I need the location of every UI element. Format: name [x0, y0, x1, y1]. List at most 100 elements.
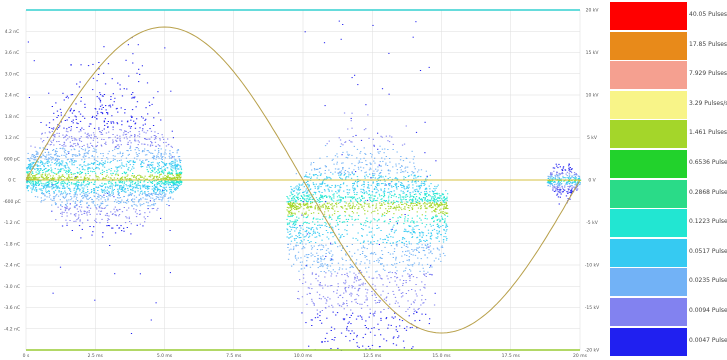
pulse-point — [327, 188, 329, 190]
pulse-point — [116, 148, 118, 149]
pulse-point — [86, 143, 89, 145]
pulse-point — [176, 168, 178, 170]
pulse-point — [412, 276, 415, 278]
pulse-point — [156, 194, 158, 195]
pulse-point — [155, 136, 157, 138]
pulse-point — [382, 241, 384, 243]
pulse-point — [298, 232, 300, 234]
pulse-point — [132, 180, 134, 182]
pulse-point — [32, 180, 34, 182]
pulse-point — [389, 170, 391, 172]
pulse-point — [319, 265, 321, 267]
pulse-point — [31, 158, 33, 160]
pulse-point — [400, 182, 402, 183]
pulse-point — [106, 186, 109, 188]
pulse-point — [439, 253, 441, 255]
pulse-point — [391, 272, 393, 274]
pulse-point — [350, 292, 352, 294]
pulse-point — [177, 185, 179, 187]
pulse-point — [395, 329, 397, 331]
pulse-point — [119, 140, 122, 142]
pulse-point — [321, 218, 324, 220]
pulse-point — [54, 189, 57, 191]
pulse-point — [127, 169, 129, 171]
pulse-point — [373, 195, 375, 197]
pulse-point — [317, 262, 319, 263]
pulse-point — [294, 224, 296, 226]
pulse-point — [41, 173, 44, 175]
pulse-point — [148, 161, 150, 163]
pulse-point — [62, 195, 64, 197]
pulse-point — [353, 169, 355, 171]
pulse-point — [143, 185, 145, 187]
pulse-point — [328, 169, 330, 171]
pulse-point — [404, 254, 406, 256]
pulse-point — [410, 270, 412, 272]
pulse-point — [290, 206, 292, 208]
pulse-point — [44, 148, 46, 150]
pulse-point — [28, 159, 30, 161]
pulse-point — [114, 136, 116, 138]
pulse-point — [425, 276, 427, 277]
pulse-point — [333, 193, 335, 195]
pulse-point — [83, 129, 85, 130]
pulse-point — [26, 168, 28, 170]
pulse-point — [148, 186, 150, 188]
pulse-point — [124, 112, 126, 114]
pulse-point — [82, 190, 84, 192]
pulse-point — [55, 164, 58, 166]
pulse-point — [75, 178, 77, 179]
pulse-point — [347, 193, 349, 195]
pulse-point — [418, 193, 421, 195]
pulse-point — [401, 246, 403, 248]
pulse-point — [72, 158, 74, 160]
pulse-point — [51, 188, 53, 190]
pulse-point — [106, 196, 108, 197]
pulse-point — [337, 211, 339, 212]
pulse-point — [127, 201, 130, 203]
pulse-point — [84, 132, 86, 134]
pulse-point — [53, 198, 55, 200]
pulse-point — [41, 161, 43, 163]
pulse-point — [392, 337, 394, 339]
pulse-point — [358, 346, 360, 348]
pulse-point — [36, 168, 38, 169]
pulse-point — [424, 217, 426, 219]
pulse-point — [329, 258, 332, 260]
pulse-point — [96, 222, 98, 223]
pulse-point — [411, 209, 414, 210]
pulse-point — [429, 223, 431, 225]
pulse-point — [170, 162, 172, 164]
pulse-point — [409, 277, 411, 279]
pulse-point — [365, 348, 367, 350]
pulse-point — [405, 267, 407, 269]
pulse-point — [416, 188, 418, 190]
pulse-point — [108, 180, 111, 182]
pulse-point — [377, 190, 379, 192]
pulse-point — [107, 126, 109, 128]
pulse-point — [36, 182, 39, 184]
pulse-point — [57, 159, 59, 161]
pulse-point — [158, 171, 161, 173]
pulse-point — [440, 204, 442, 206]
pulse-point — [138, 174, 140, 176]
pulse-point — [152, 97, 155, 99]
pulse-point — [412, 250, 414, 252]
pulse-point — [139, 213, 142, 215]
pulse-point — [147, 202, 149, 204]
pulse-point — [407, 201, 409, 203]
pulse-point — [416, 250, 418, 251]
pulse-point — [396, 277, 398, 279]
pulse-point — [390, 245, 393, 247]
pulse-point — [430, 251, 432, 253]
pulse-point — [307, 240, 309, 241]
pulse-point — [442, 219, 444, 220]
pulse-point — [101, 95, 104, 97]
pulse-point — [145, 138, 147, 140]
pulse-point — [366, 248, 368, 250]
pulse-point — [131, 181, 133, 183]
pulse-point — [387, 278, 389, 280]
pulse-point — [311, 248, 313, 250]
pulse-point — [386, 236, 389, 238]
pulse-point — [148, 194, 150, 196]
